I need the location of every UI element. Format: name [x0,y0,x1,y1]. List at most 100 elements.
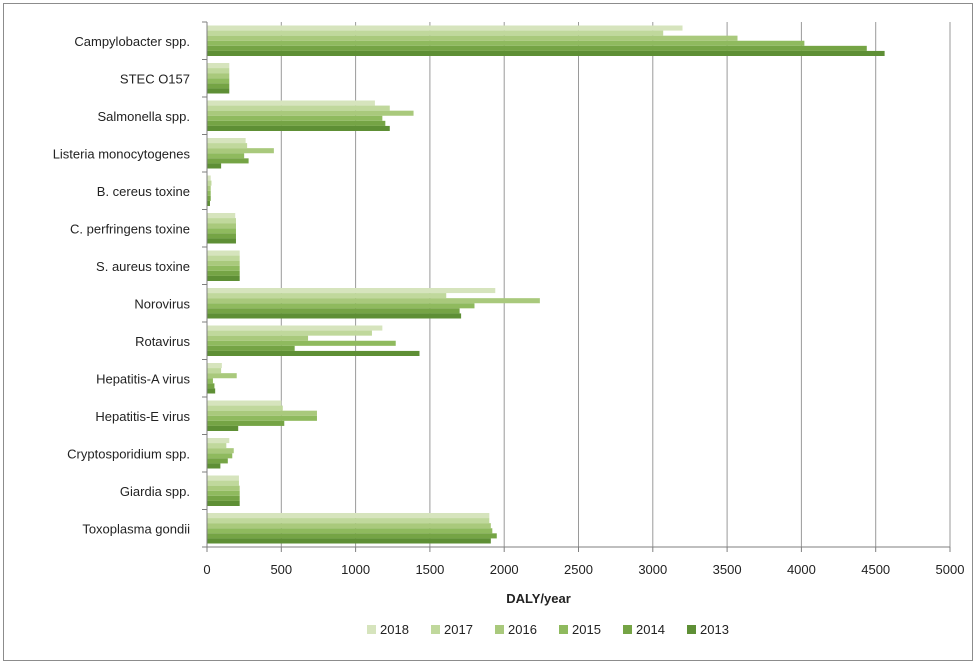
bar-2013-8 [207,350,420,356]
x-tick-label: 5000 [936,562,965,577]
category-label: Rotavirus [135,334,190,349]
bar-2018-3 [207,138,246,144]
bar-2018-5 [207,213,236,219]
bar-2015-3 [207,153,245,159]
bar-2018-10 [207,400,282,406]
bar-2017-11 [207,443,227,449]
legend-label-2018: 2018 [380,622,409,637]
x-tick-label: 1500 [415,562,444,577]
bar-2014-9 [207,383,215,389]
bar-2016-6 [207,260,240,266]
bar-2013-7 [207,313,462,319]
bar-2015-9 [207,378,213,384]
legend-label-2016: 2016 [508,622,537,637]
bar-2014-4 [207,195,211,201]
bar-2015-10 [207,415,317,421]
category-label: B. cereus toxine [97,184,190,199]
bar-2013-4 [207,200,210,206]
bar-2014-11 [207,458,228,464]
bar-2014-5 [207,233,236,239]
category-labels: Campylobacter spp. STEC O157 Salmonella sp… [53,34,191,537]
bar-2015-12 [207,490,240,496]
bar-2017-7 [207,293,447,299]
bar-2017-1 [207,68,230,74]
bar-2015-2 [207,115,383,121]
category-label: S. aureus toxine [96,259,190,274]
bar-2014-7 [207,308,460,314]
bar-2016-9 [207,373,237,379]
bar-2018-0 [207,25,683,31]
legend-swatch-2015 [559,625,568,634]
legend-label-2015: 2015 [572,622,601,637]
category-label: Norovirus [134,296,190,311]
bar-2018-9 [207,363,222,369]
category-label: Toxoplasma gondii [82,521,190,536]
bar-2013-3 [207,163,222,169]
bar-2014-0 [207,45,867,51]
bar-2018-2 [207,100,375,106]
bar-2016-1 [207,73,230,79]
bar-2015-7 [207,303,475,309]
bar-2014-1 [207,83,230,89]
bar-2015-11 [207,453,233,459]
bar-2013-2 [207,125,390,131]
bar-2016-2 [207,110,414,116]
bar-2015-6 [207,265,240,271]
category-label: Giardia spp. [120,484,190,499]
bar-series [207,25,885,544]
chart-frame [3,3,973,661]
legend-label-2014: 2014 [636,622,665,637]
category-label: Salmonella spp. [98,109,191,124]
bar-2017-3 [207,143,248,149]
bar-2013-0 [207,50,885,56]
bar-2016-8 [207,335,309,341]
x-tick-label: 2000 [490,562,519,577]
bar-2013-13 [207,538,491,544]
bar-2013-12 [207,500,240,506]
legend-swatch-2014 [623,625,632,634]
bar-2018-7 [207,288,496,294]
bar-2018-6 [207,250,240,256]
bar-2013-10 [207,425,239,431]
legend-swatch-2017 [431,625,440,634]
bar-2017-0 [207,30,664,36]
category-label: Hepatitis-E virus [95,409,190,424]
bar-2016-12 [207,485,240,491]
bar-2015-0 [207,40,805,46]
x-tick-label: 3000 [638,562,667,577]
category-label: Listeria monocytogenes [53,146,191,161]
bar-2018-11 [207,438,230,444]
bar-2018-8 [207,325,383,331]
bar-2014-8 [207,345,295,351]
bar-2014-12 [207,495,240,501]
bar-2017-5 [207,218,236,224]
bar-2017-4 [207,180,212,186]
legend-swatch-2016 [495,625,504,634]
legend-swatch-2018 [367,625,376,634]
bar-2016-13 [207,523,491,529]
bar-2014-13 [207,533,497,539]
bar-2014-3 [207,158,249,164]
x-tick-label: 0 [203,562,210,577]
bar-2014-2 [207,120,386,126]
bar-2016-0 [207,35,738,41]
bar-2014-10 [207,420,285,426]
legend: 2018 2017 2016 2015 2014 2013 [367,622,729,637]
bar-2018-1 [207,63,230,69]
bar-2017-2 [207,105,390,111]
x-tick-label: 4500 [861,562,890,577]
bar-2016-5 [207,223,236,229]
bar-2017-13 [207,518,490,524]
x-tick-label: 500 [270,562,292,577]
category-label: C. perfringens toxine [70,221,190,236]
bar-2015-13 [207,528,493,534]
bar-2018-4 [207,175,211,181]
bar-2016-11 [207,448,234,454]
bar-2013-9 [207,388,216,394]
bar-2015-1 [207,78,230,84]
bar-2017-10 [207,405,283,411]
gridlines [280,22,951,547]
bar-2017-9 [207,368,222,374]
bar-2015-5 [207,228,236,234]
